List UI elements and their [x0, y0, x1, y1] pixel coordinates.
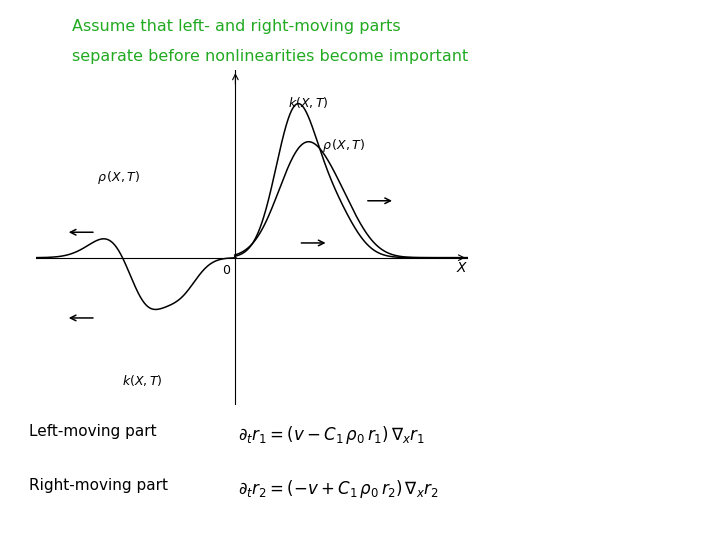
Text: $\partial_t r_2 = (-v + C_1\,\rho_0\,r_2)\,\nabla_x r_2$: $\partial_t r_2 = (-v + C_1\,\rho_0\,r_2…	[238, 478, 438, 500]
Text: $\rho\,(X,T)$: $\rho\,(X,T)$	[97, 168, 140, 186]
Text: Left-moving part: Left-moving part	[29, 424, 156, 439]
Text: 0: 0	[222, 265, 230, 278]
Text: X: X	[456, 261, 466, 275]
Text: Right-moving part: Right-moving part	[29, 478, 168, 493]
Text: $k(X,T)$: $k(X,T)$	[288, 95, 329, 110]
Text: $k(X,T)$: $k(X,T)$	[122, 373, 163, 388]
Text: $\partial_t r_1 = (v - C_1\,\rho_0\,r_1)\,\nabla_x r_1$: $\partial_t r_1 = (v - C_1\,\rho_0\,r_1)…	[238, 424, 425, 446]
Text: separate before nonlinearities become important: separate before nonlinearities become im…	[72, 49, 468, 64]
Text: $\rho\,(X,T)$: $\rho\,(X,T)$	[322, 137, 365, 154]
Text: Assume that left- and right-moving parts: Assume that left- and right-moving parts	[72, 19, 400, 34]
